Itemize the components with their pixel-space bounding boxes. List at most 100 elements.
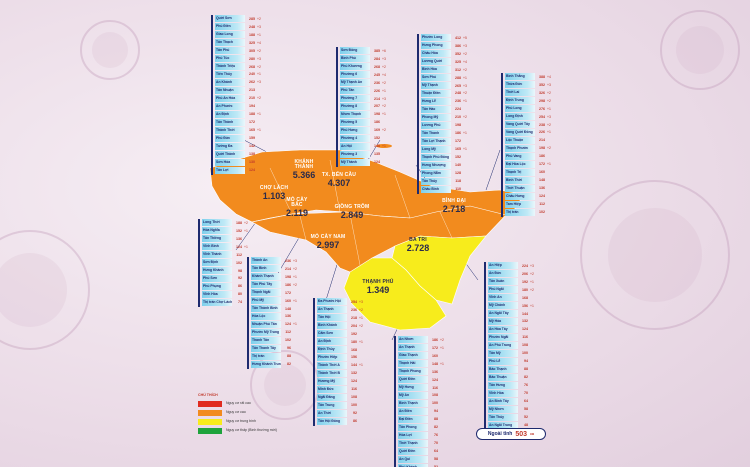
ward-row: Lương Quới 325 +4 — [421, 58, 467, 65]
ward-count: 70 — [434, 441, 438, 446]
outside-unit: ca — [530, 432, 535, 436]
legend-swatch-orange — [198, 410, 222, 416]
ward-name: Ngãi Đăng — [317, 394, 347, 401]
ward-count: 213 — [249, 88, 255, 93]
ward-row: Hòa Lợi 76 — [398, 432, 444, 439]
ward-name: Bình Thới — [505, 177, 535, 184]
ward-list-thanh-phu: An Nhơn 186 +2 An Thạnh 172 +1 Giao Thạnh 160 Th… — [394, 336, 444, 467]
ward-row: Phú Túc 280 +3 — [215, 55, 261, 62]
ward-row: Thành An 236 +3 — [251, 257, 297, 264]
ward-name: Mỹ Chánh — [488, 302, 518, 309]
ward-list-giong-trom: Phước Long 412 +5 Hưng Phong 386 +3 Châu Hòa 35… — [417, 34, 467, 194]
ward-count: 298 — [539, 98, 545, 103]
ward-count: 385 — [374, 48, 380, 53]
ward-row: Tân Phong 82 — [398, 424, 444, 431]
ward-count: 198 — [374, 112, 380, 117]
ward-delta: +3 — [293, 258, 297, 263]
ward-count: 52 — [428, 465, 438, 467]
ward-delta: +2 — [382, 128, 386, 133]
ward-row: Tân Phú 305 +2 — [215, 47, 261, 54]
district-count: 1.349 — [366, 285, 390, 295]
ward-row: Bình Khánh 204 +2 — [317, 322, 363, 329]
ward-row: Phường 5 186 — [340, 119, 386, 126]
ward-list-ben-tre-city: Sơn Đông 385 +6 Bình Phú 284 +3 Phú Khương 268 +… — [336, 47, 386, 167]
ward-row: Thạnh Phong 136 — [398, 368, 444, 375]
ward-row: Quới Sơn 285 +2 — [215, 15, 261, 22]
ward-count: 74 — [238, 300, 242, 305]
ward-name: An Định — [215, 111, 245, 118]
ward-count: 135 — [374, 152, 380, 157]
ward-row: An Phước 194 — [215, 103, 261, 110]
ward-name: Thị trấn — [251, 353, 281, 360]
ward-name: Hương Mỹ — [317, 378, 347, 385]
legend-item: Nguy cơ trung bình — [198, 419, 286, 425]
ward-count: 165 — [455, 147, 461, 152]
ward-delta: +1 — [463, 99, 467, 104]
ward-list-mo-cay-nam: Đa Phước Hội 254 +3 An Thạnh 236 +2 Tân Hội 218… — [313, 298, 363, 426]
ward-count: 80 — [238, 292, 242, 297]
ward-count: 108 — [351, 395, 357, 400]
ward-delta: +2 — [359, 323, 363, 328]
ward-delta: +6 — [382, 48, 386, 53]
ward-name: Phong Nẫm — [421, 170, 451, 177]
ward-name: Vĩnh Bình — [202, 243, 232, 250]
ward-row: Bình Thạnh 100 — [398, 400, 444, 407]
ward-delta: +2 — [257, 48, 261, 53]
ward-row: Phước Hiệp 156 — [317, 354, 363, 361]
ward-name: Phường 3 — [340, 151, 370, 158]
ward-name: Nhơn Thạnh — [340, 111, 370, 118]
ward-count: 92 — [353, 411, 357, 416]
ward-name: Tân Xuân — [488, 278, 518, 285]
ward-name: Hưng Nhượng — [421, 162, 451, 169]
ward-name: An Định — [317, 338, 347, 345]
ward-row: Phú Khương 268 +2 — [340, 63, 386, 70]
ward-row: Tân Thanh 186 +1 — [421, 130, 467, 137]
ward-name: Phú Long — [505, 105, 535, 112]
ward-count: 136 — [539, 186, 545, 191]
ward-delta: +1 — [359, 315, 363, 320]
ward-count: 204 — [351, 323, 357, 328]
ward-name: Tân Thiềng — [202, 235, 232, 242]
ward-name: Định Trung — [505, 97, 535, 104]
ward-count: 160 — [432, 353, 438, 358]
ward-count: 172 — [249, 120, 255, 125]
district-label-giong-trom: GIỒNG TRÔM 2.849 — [334, 205, 370, 220]
district-label-mo-cay-nam: MỎ CÀY NAM 2.997 — [310, 235, 346, 250]
ward-name: Bình Thạnh — [398, 400, 428, 407]
ward-delta: +1 — [463, 131, 467, 136]
ward-delta: +1 — [463, 147, 467, 152]
ward-count: 148 — [374, 144, 380, 149]
ward-name: Thị trấn — [505, 209, 535, 216]
ward-count: 118 — [455, 179, 461, 184]
ward-row: Thành Triệu 268 +2 — [215, 63, 261, 70]
ward-name: Nhuận Phú Tân — [251, 321, 281, 328]
ward-delta: +2 — [547, 90, 551, 95]
ward-count: 152 — [455, 155, 461, 160]
ward-name: Lộc Thuận — [505, 137, 535, 144]
ward-row: Tân Lợi 124 — [215, 167, 261, 174]
ward-delta: +1 — [440, 345, 444, 350]
ward-name: Phước Ngãi — [488, 334, 518, 341]
ward-name: Tân Lợi Thạnh — [421, 138, 451, 145]
ward-name: Tân Trung — [317, 402, 347, 409]
ward-name: Phú Điền — [215, 23, 245, 30]
ward-row: Phường 6 245 +4 — [340, 71, 386, 78]
ward-name: Thành Thới A — [317, 362, 347, 369]
ward-count: 86 — [353, 419, 357, 424]
ward-name: Thị trấn Chợ Lách — [202, 299, 232, 306]
ward-row: Tân Bình 214 +2 — [251, 265, 297, 272]
legend-swatch-red — [198, 401, 222, 407]
district-label-cho-lach: CHỢ LÁCH 1.103 — [256, 186, 292, 201]
ward-row: Cẩm Sơn 192 — [317, 330, 363, 337]
ward-name: Phú Đức — [215, 135, 245, 142]
ward-count: 100 — [432, 401, 438, 406]
ward-name: Tân Bình — [251, 265, 281, 272]
ward-list-ba-tri: An Hiệp 224 +3 An Đức 206 +2 Tân Xuân 192 +1 Phú … — [484, 262, 534, 438]
ward-count: 142 — [249, 144, 255, 149]
ward-name: Thành Thới B — [317, 370, 347, 377]
ward-delta: +3 — [530, 263, 534, 268]
ward-row: Minh Đức 116 — [317, 386, 363, 393]
virus-decoration — [80, 20, 140, 80]
ward-row: Thạnh Trị 160 — [505, 169, 551, 176]
ward-count: 96 — [287, 346, 291, 351]
